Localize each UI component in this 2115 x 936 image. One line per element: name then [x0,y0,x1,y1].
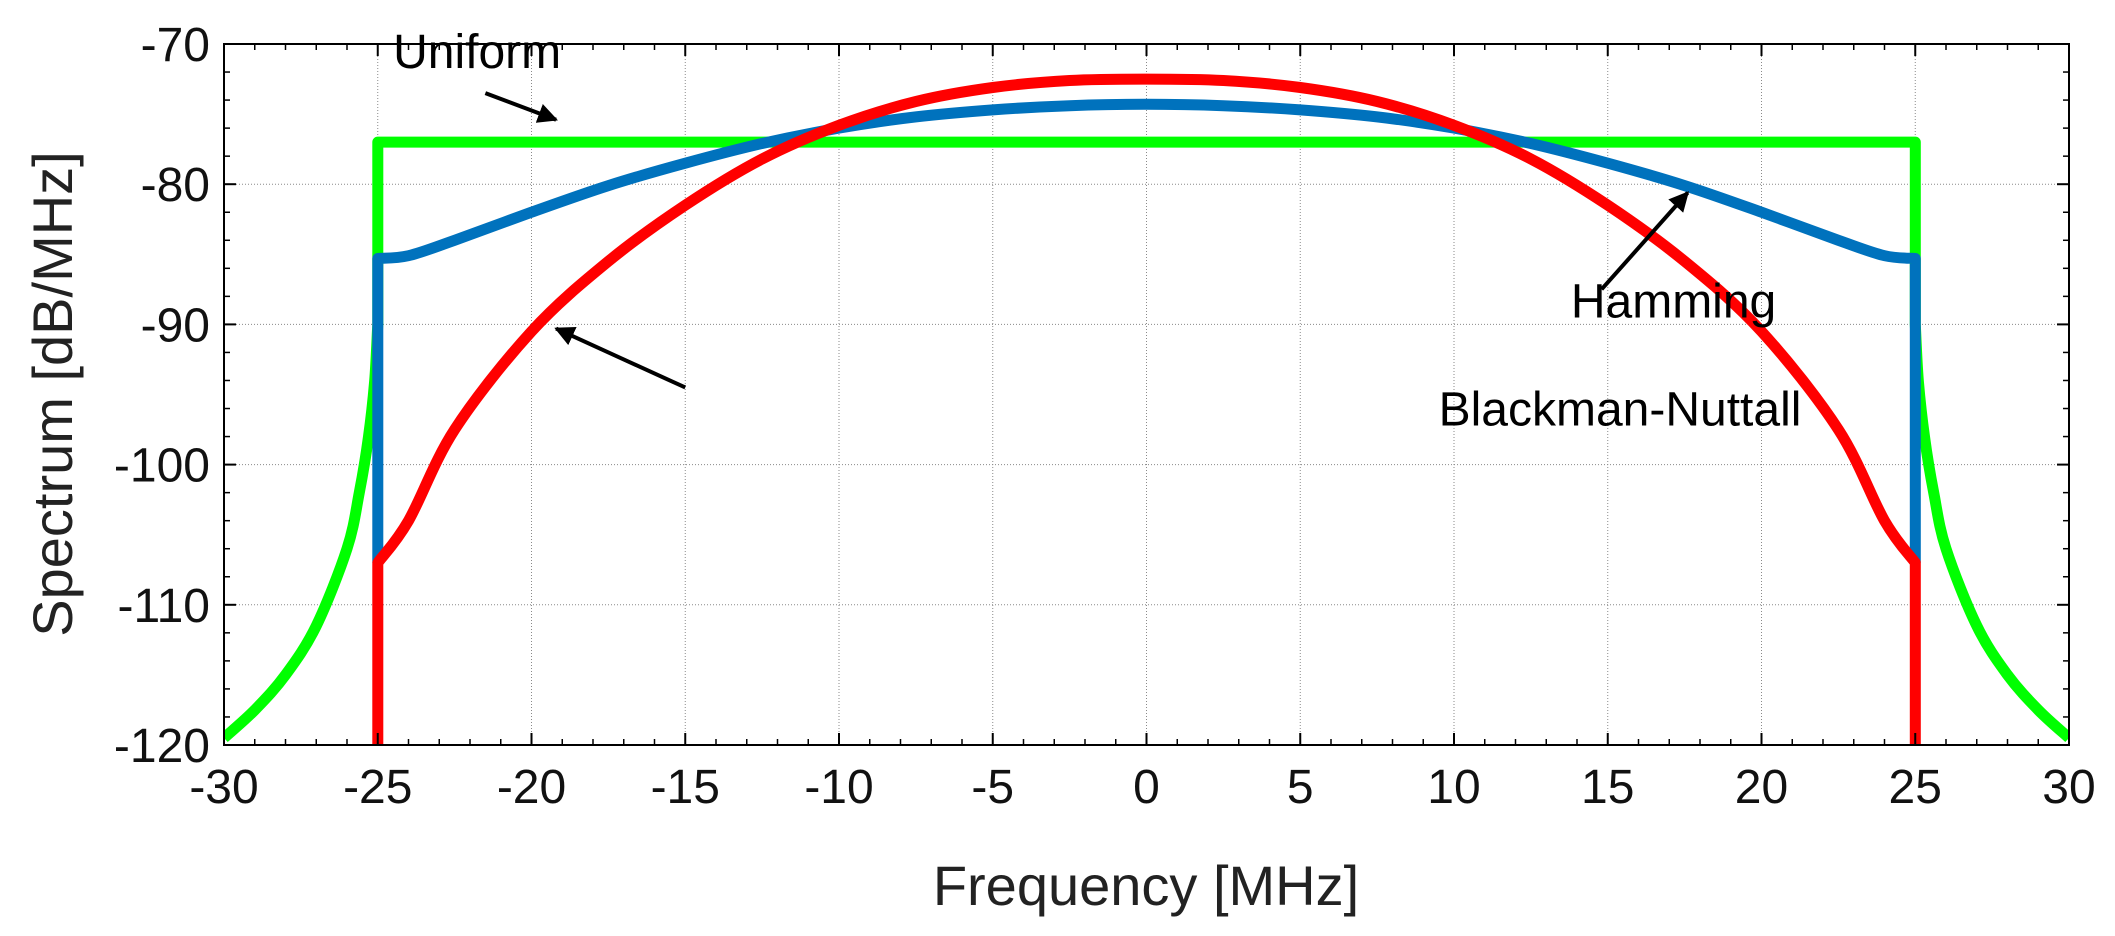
series-line-uniform [224,136,2069,743]
annotation-label-uniform: Uniform [393,26,561,79]
annotations: Uniform Hamming Blackman-Nuttall [393,26,1801,437]
series-group [224,73,2069,745]
annotation-label-blackman-nuttall: Blackman-Nuttall [1439,383,1802,436]
x-tick-label: -30 [189,761,258,814]
x-tick-label: 30 [2042,761,2095,814]
tick-marks [223,43,2070,746]
y-tick-label: -80 [141,159,210,212]
y-tick-label: -110 [117,580,210,633]
y-tick-label: -90 [141,299,210,352]
annotation-arrow-hamming [1600,191,1690,291]
x-tick-label: 25 [1889,761,1942,814]
y-axis-title: Spectrum [dB/MHz] [21,151,84,636]
x-tick-labels: -30 -25 -20 -15 -10 -5 0 5 10 15 20 25 30 [189,761,2095,814]
x-tick-label: 10 [1427,761,1480,814]
y-tick-label: -100 [114,440,210,493]
x-tick-label: 20 [1735,761,1788,814]
x-tick-label: 5 [1287,761,1314,814]
plot-background [224,44,2069,745]
x-tick-label: -20 [497,761,566,814]
annotation-arrow-blackman-nuttall [554,326,687,390]
x-tick-label: -15 [651,761,720,814]
x-tick-label: 0 [1133,761,1160,814]
x-tick-label: -25 [343,761,412,814]
annotation-label-hamming: Hamming [1571,275,1776,328]
x-tick-label: -5 [971,761,1014,814]
y-tick-label: -120 [114,720,210,773]
x-axis-title: Frequency [MHz] [933,854,1359,917]
x-tick-label: -10 [804,761,873,814]
series-line-blackman-nuttall [372,73,1921,745]
series-line-hamming [372,98,1921,563]
y-tick-labels: -70 -80 -90 -100 -110 -120 [114,19,210,773]
annotation-arrow-uniform [484,91,558,123]
y-tick-label: -70 [141,19,210,72]
x-tick-label: 15 [1581,761,1634,814]
